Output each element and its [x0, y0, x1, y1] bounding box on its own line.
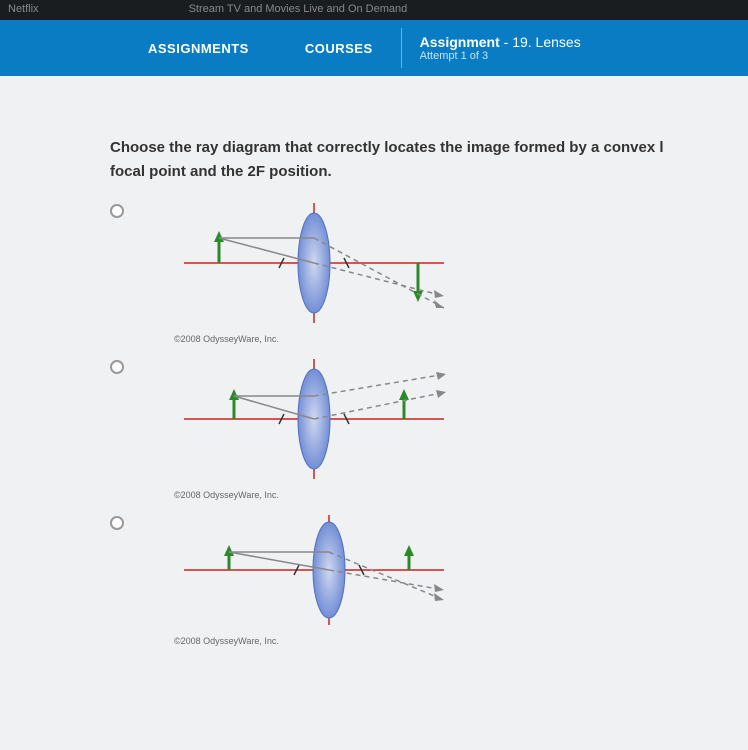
app-header: ASSIGNMENTS COURSES Assignment - 19. Len…: [0, 20, 748, 76]
radio-option-3[interactable]: [110, 516, 124, 530]
diagram-2: [174, 354, 454, 484]
diagram-3: [174, 510, 454, 630]
copyright-2: ©2008 OdysseyWare, Inc.: [174, 490, 748, 500]
browser-tab-netflix[interactable]: Netflix: [8, 3, 39, 17]
question-prompt: Choose the ray diagram that correctly lo…: [110, 136, 748, 184]
nav-courses[interactable]: COURSES: [277, 20, 401, 76]
browser-tab-stream[interactable]: Stream TV and Movies Live and On Demand: [189, 3, 408, 17]
question-line-2: focal point and the 2F position.: [110, 160, 748, 184]
question-line-1: Choose the ray diagram that correctly lo…: [110, 136, 748, 160]
attempt-counter: Attempt 1 of 3: [420, 50, 581, 62]
radio-option-2[interactable]: [110, 360, 124, 374]
copyright-1: ©2008 OdysseyWare, Inc.: [174, 334, 748, 344]
nav-assignments[interactable]: ASSIGNMENTS: [120, 20, 277, 76]
assignment-name: - 19. Lenses: [504, 34, 581, 50]
assignment-info: Assignment - 19. Lenses Attempt 1 of 3: [402, 26, 599, 70]
assignment-label: Assignment: [420, 34, 500, 50]
browser-tabstrip: Netflix Stream TV and Movies Live and On…: [0, 0, 748, 20]
diagram-1: [174, 198, 454, 328]
option-2[interactable]: [110, 354, 748, 484]
question-content: Choose the ray diagram that correctly lo…: [0, 76, 748, 750]
copyright-3: ©2008 OdysseyWare, Inc.: [174, 636, 748, 646]
option-1[interactable]: [110, 198, 748, 328]
radio-option-1[interactable]: [110, 204, 124, 218]
option-3[interactable]: [110, 510, 748, 630]
